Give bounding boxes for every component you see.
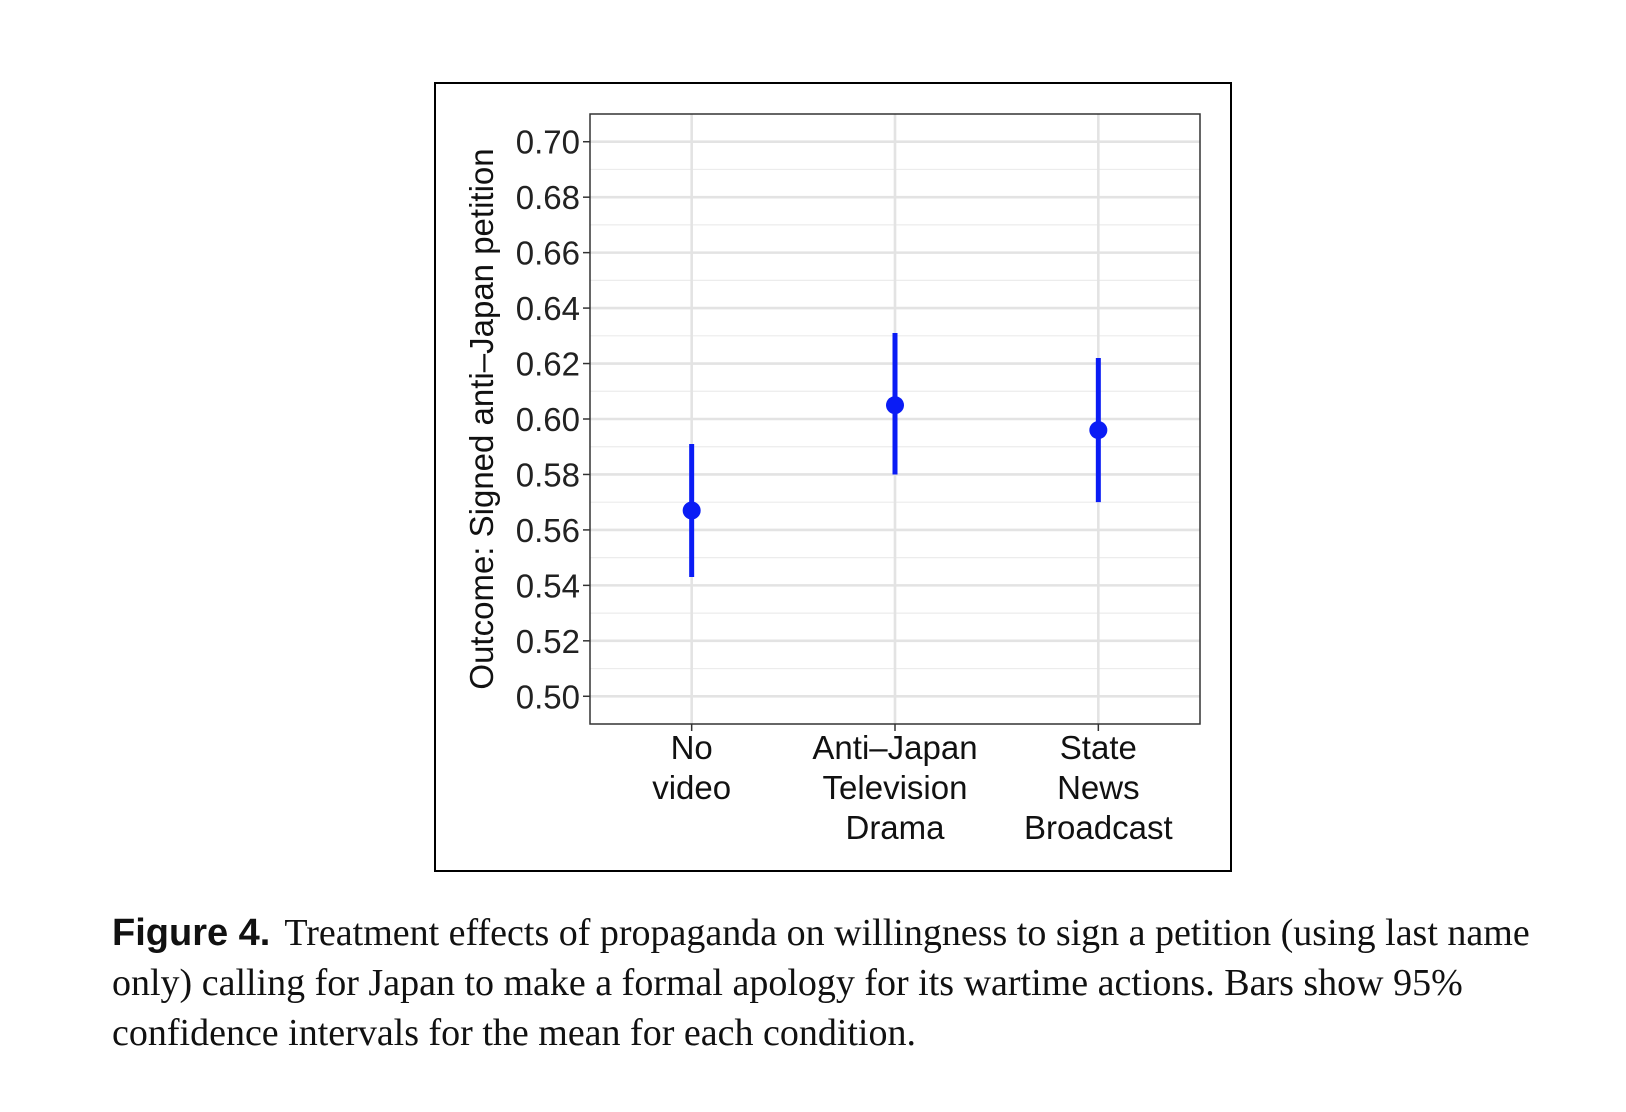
mean-point	[886, 396, 904, 415]
y-tick-label: 0.50	[516, 678, 580, 715]
x-tick-label-line: video	[652, 769, 731, 806]
caption-text: Treatment effects of propaganda on willi…	[112, 912, 1530, 1054]
y-tick-label: 0.70	[516, 124, 580, 161]
x-tick-label-line: Drama	[845, 809, 945, 846]
caption-label: Figure 4.	[112, 912, 271, 954]
x-tick-label-line: Broadcast	[1024, 809, 1173, 846]
figure-frame: 0.50 0.52 0.54 0.56 0.58 0.60 0.62 0.64 0.66 0.68…	[434, 82, 1232, 872]
y-tick-label: 0.68	[516, 179, 580, 216]
x-tick-label: No video	[652, 729, 731, 806]
mean-point	[682, 501, 701, 520]
x-tick-label-line: Television	[823, 769, 968, 806]
y-tick-label: 0.62	[516, 346, 580, 383]
y-tick-label: 0.54	[516, 567, 580, 604]
y-tick-label: 0.52	[516, 623, 580, 660]
x-tick-label: Anti–Japan Television Drama	[812, 729, 977, 846]
y-tick-label: 0.56	[516, 512, 580, 549]
y-axis-title: Outcome: Signed anti–Japan petition	[463, 148, 500, 689]
y-tick-label: 0.60	[516, 401, 580, 438]
chart: 0.50 0.52 0.54 0.56 0.58 0.60 0.62 0.64 0.66 0.68…	[463, 113, 1201, 846]
figure-caption: Figure 4. Treatment effects of propaganda…	[112, 908, 1562, 1058]
grid	[590, 114, 1200, 724]
x-tick-label-line: State	[1060, 729, 1137, 766]
x-tick-label: State News Broadcast	[1024, 729, 1173, 846]
data-marks	[682, 333, 1108, 578]
y-tick-label: 0.66	[516, 235, 580, 272]
y-tick-label: 0.64	[516, 290, 580, 327]
x-tick-label-line: Anti–Japan	[812, 729, 977, 766]
y-tick-label: 0.58	[516, 456, 580, 493]
mean-point	[1089, 421, 1108, 440]
x-tick-label-line: News	[1057, 769, 1140, 806]
x-tick-label-line: No	[671, 729, 713, 766]
x-axis: No video Anti–Japan Television Drama State New…	[652, 724, 1173, 846]
y-axis: 0.50 0.52 0.54 0.56 0.58 0.60 0.62 0.64 0.66 0.68…	[516, 124, 590, 715]
